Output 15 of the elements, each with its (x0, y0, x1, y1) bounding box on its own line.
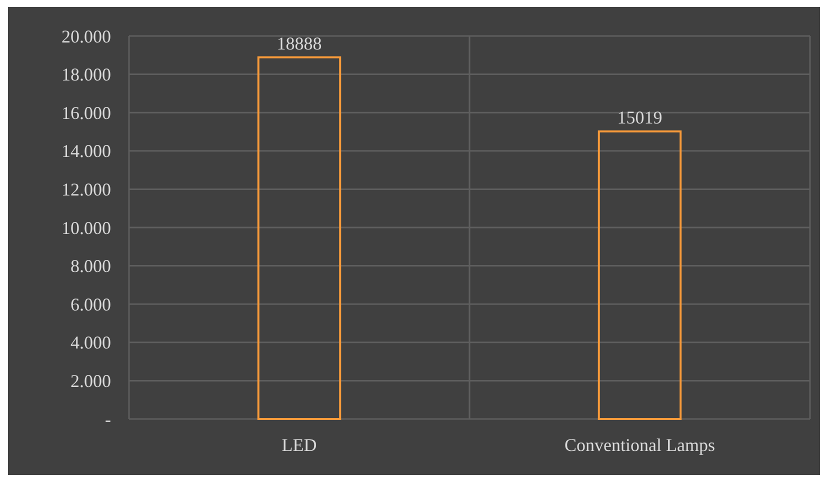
y-tick-label: 16.000 (62, 102, 111, 123)
y-tick-label: 10.000 (62, 218, 111, 238)
y-tick-label: 20.000 (62, 26, 111, 46)
y-tick-label: 4.000 (70, 332, 111, 353)
y-tick-label: 6.000 (70, 294, 111, 314)
x-tick-label: LED (282, 435, 317, 455)
y-tick-label: 8.000 (70, 256, 111, 276)
data-label: 15019 (617, 107, 662, 128)
x-tick-label: Conventional Lamps (564, 435, 715, 455)
y-tick-label: 14.000 (62, 141, 111, 162)
y-tick-label: 2.000 (70, 371, 111, 391)
y-tick-label: 18.000 (62, 64, 111, 85)
data-label: 18888 (276, 33, 322, 54)
y-tick-label: 12.000 (62, 180, 111, 200)
y-tick-label: - (105, 409, 111, 430)
